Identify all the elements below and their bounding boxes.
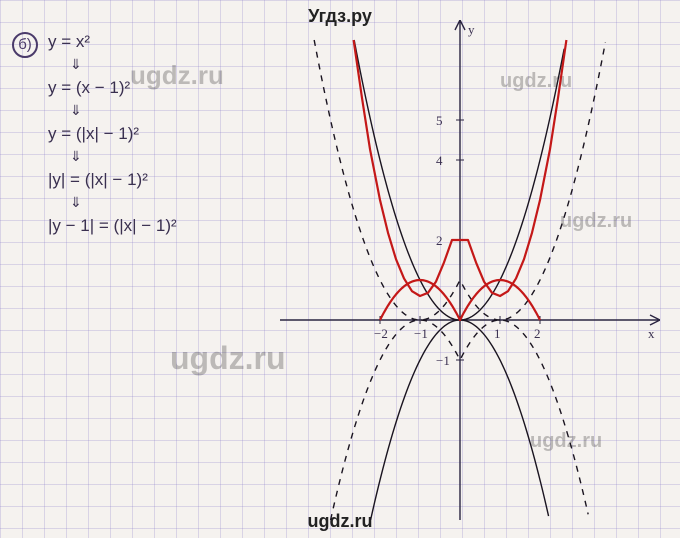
x-tick-label: 1 [494, 326, 501, 341]
x-tick-label: 2 [534, 326, 541, 341]
equation: y = (x − 1)² [48, 78, 130, 98]
down-arrow-icon: ⇓ [70, 102, 82, 119]
y-tick-label: −1 [436, 353, 450, 368]
x-tick-label: −1 [414, 326, 428, 341]
equation: y = (|x| − 1)² [48, 124, 139, 144]
down-arrow-icon: ⇓ [70, 56, 82, 73]
problem-label: б) [12, 32, 38, 58]
down-arrow-icon: ⇓ [70, 194, 82, 211]
x-axis-label: x [648, 326, 655, 341]
equation: y = x² [48, 32, 90, 52]
y-axis-label: y [468, 22, 475, 37]
y-tick-label: 5 [436, 113, 443, 128]
equation: |y − 1| = (|x| − 1)² [48, 216, 177, 236]
math-graph: x y −2 −1 1 2 −1 2 4 5 [280, 20, 660, 520]
down-arrow-icon: ⇓ [70, 148, 82, 165]
x-tick-label: −2 [374, 326, 388, 341]
y-tick-label: 2 [436, 233, 443, 248]
equation: |y| = (|x| − 1)² [48, 170, 148, 190]
parabola-up [354, 40, 564, 320]
problem-label-text: б) [18, 36, 32, 53]
y-tick-label: 4 [436, 153, 443, 168]
